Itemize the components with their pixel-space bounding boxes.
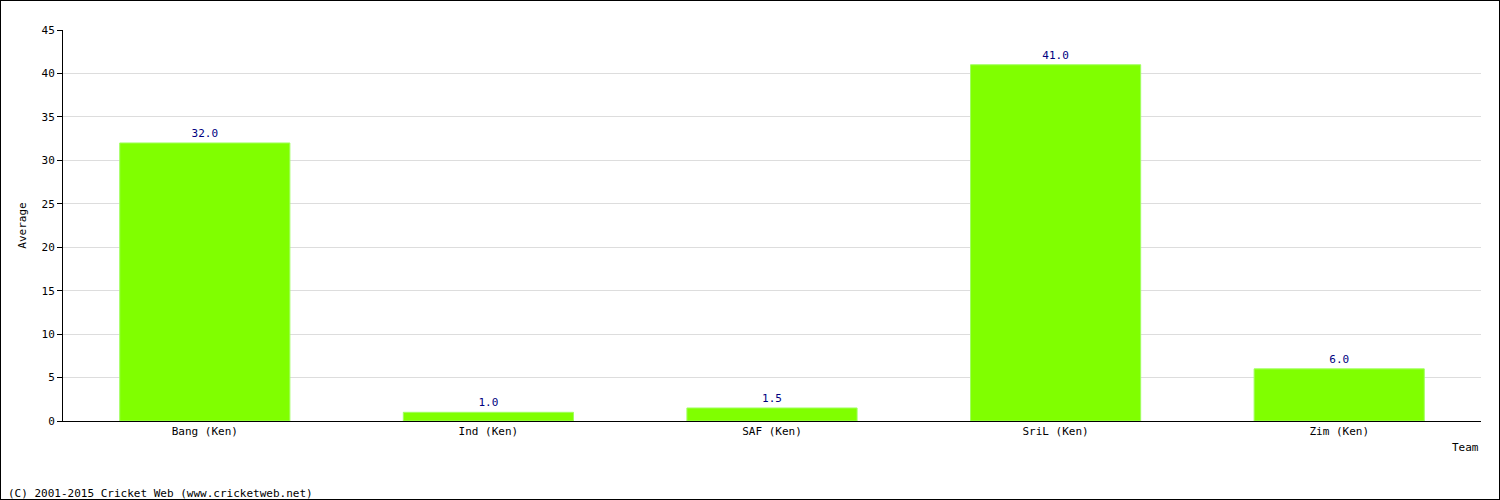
svg-text:SAF (Ken): SAF (Ken)	[742, 425, 802, 438]
svg-text:35: 35	[42, 111, 55, 124]
svg-text:SriL (Ken): SriL (Ken)	[1022, 425, 1088, 438]
svg-text:6.0: 6.0	[1329, 353, 1349, 366]
svg-text:41.0: 41.0	[1042, 49, 1069, 62]
svg-text:5: 5	[48, 371, 55, 384]
svg-text:40: 40	[42, 67, 55, 80]
svg-text:Zim (Ken): Zim (Ken)	[1309, 425, 1369, 438]
svg-text:Average: Average	[16, 202, 29, 248]
svg-text:0: 0	[48, 415, 55, 428]
svg-text:(C) 2001-2015 Cricket Web (www: (C) 2001-2015 Cricket Web (www.cricketwe…	[8, 487, 313, 499]
svg-text:1.0: 1.0	[478, 396, 498, 409]
svg-text:Ind (Ken): Ind (Ken)	[459, 425, 519, 438]
svg-text:20: 20	[42, 241, 55, 254]
svg-text:Team: Team	[1452, 441, 1479, 454]
svg-text:45: 45	[42, 24, 55, 37]
svg-text:1.5: 1.5	[762, 392, 782, 405]
svg-text:30: 30	[42, 154, 55, 167]
svg-text:15: 15	[42, 285, 55, 298]
svg-text:Bang (Ken): Bang (Ken)	[172, 425, 238, 438]
svg-text:10: 10	[42, 328, 55, 341]
svg-text:32.0: 32.0	[192, 127, 219, 140]
svg-text:25: 25	[42, 198, 55, 211]
